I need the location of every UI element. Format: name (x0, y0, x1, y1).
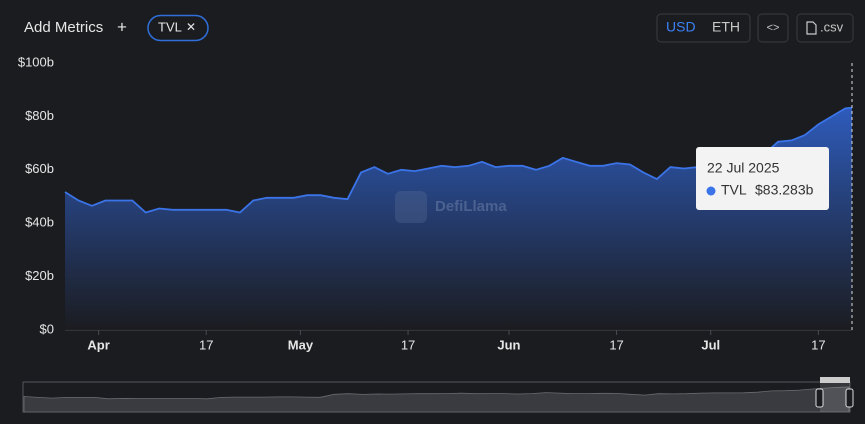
x-tick-label: Jun (497, 337, 520, 352)
chip-close[interactable]: ✕ (186, 20, 196, 34)
tooltip-date: 22 Jul 2025 (707, 160, 780, 176)
add-metrics[interactable]: Add Metrics (24, 19, 103, 36)
x-tick-label: 17 (609, 337, 623, 352)
metric-chip[interactable] (147, 14, 209, 42)
tooltip-series: TVL (721, 182, 747, 198)
file-icon (806, 21, 817, 35)
y-tick-label: $100b (18, 54, 54, 69)
embed-button[interactable] (757, 13, 789, 43)
brush-selection (820, 382, 850, 412)
x-tick-label: Apr (87, 337, 109, 352)
y-tick-label: $20b (25, 268, 54, 283)
brush-handle-right[interactable] (845, 388, 854, 408)
area (65, 107, 852, 330)
y-tick-label: $80b (25, 108, 54, 123)
csv-button[interactable] (796, 13, 854, 43)
watermark-logo (395, 191, 427, 223)
brush-top (820, 377, 850, 383)
brush-handle-left[interactable] (815, 388, 824, 408)
x-tick-label: Jul (701, 337, 720, 352)
tooltip-value: $83.283b (755, 182, 814, 198)
currency-toggle (656, 13, 751, 43)
plot: $0 $20b $40b $60b $80b $100b Apr 17 May 17 Jun 17 Ju… (18, 54, 854, 413)
x-tick-label: May (288, 337, 314, 352)
tooltip (696, 147, 829, 210)
eth-button[interactable]: ETH (712, 19, 740, 35)
x-tick-label: 17 (811, 337, 825, 352)
embed-icon: <> (767, 22, 780, 34)
y-tick-label: $60b (25, 161, 54, 176)
y-tick-label: $40b (25, 215, 54, 230)
x-tick-label: 17 (401, 337, 415, 352)
x-tick-label: 17 (199, 337, 213, 352)
brush-area (23, 386, 850, 413)
csv-label: .csv (820, 19, 844, 34)
watermark: DefiLlama (435, 198, 507, 215)
usd-button[interactable]: USD (666, 19, 696, 35)
chip-label: TVL (158, 19, 182, 34)
y-tick-label: $0 (40, 321, 54, 336)
tooltip-dot (706, 186, 716, 196)
add-icon[interactable]: + (117, 17, 127, 36)
